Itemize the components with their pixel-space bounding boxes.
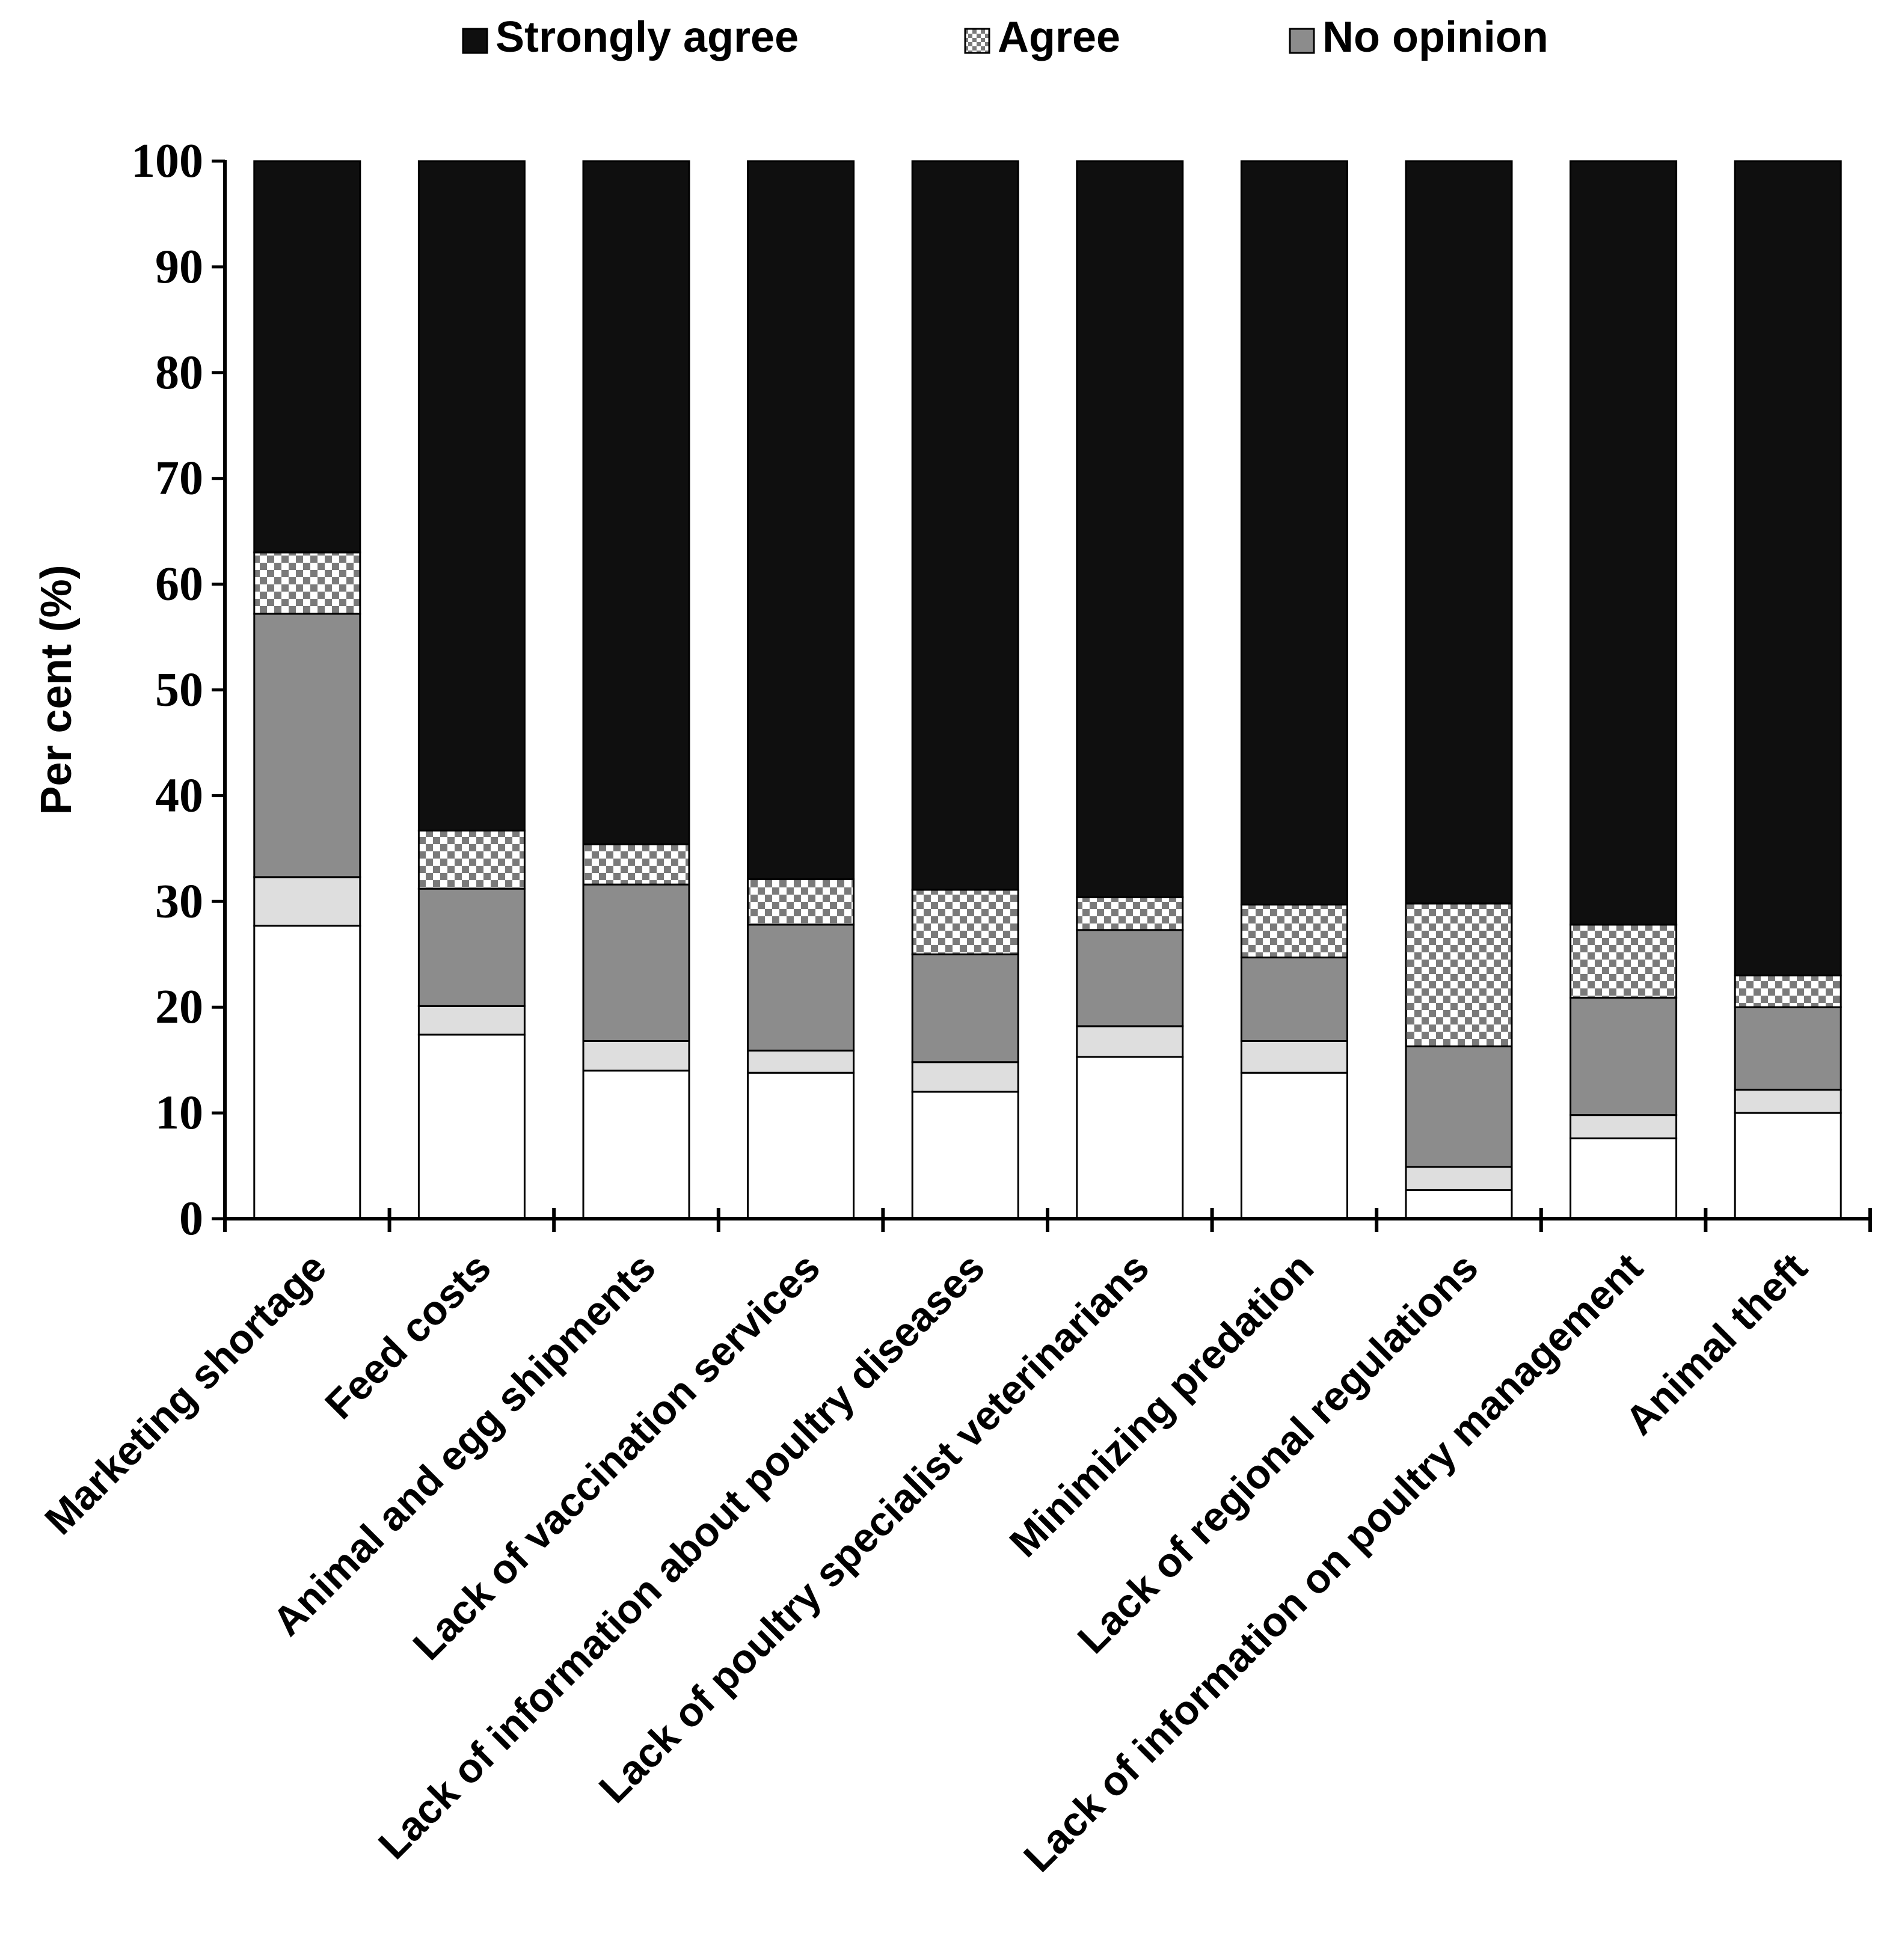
bar-lack-of-information-on-poultry-management bbox=[1570, 160, 1678, 1220]
y-tick-label: 90 bbox=[155, 240, 203, 293]
legend-swatch bbox=[1289, 28, 1315, 54]
bar-segment-disagree bbox=[253, 876, 361, 927]
y-tick-label: 70 bbox=[155, 452, 203, 505]
legend-label: Strongly agree bbox=[496, 13, 799, 61]
bar-segment-strongly-agree bbox=[1240, 160, 1348, 906]
bar-segment-agree bbox=[1240, 904, 1348, 959]
y-tick-label: 20 bbox=[155, 981, 203, 1034]
y-tick-label: 80 bbox=[155, 346, 203, 399]
bar-segment-strongly-agree bbox=[911, 160, 1019, 891]
legend-label: Agree bbox=[998, 13, 1120, 61]
y-tick-label: 0 bbox=[179, 1192, 203, 1245]
legend-item-no-opinion: No opinion bbox=[1289, 13, 1548, 61]
bar-segment-strongly-agree bbox=[1570, 160, 1678, 926]
bar-lack-of-poultry-specialist-veterinarians bbox=[1076, 160, 1184, 1220]
bar-lack-of-regional-regulations bbox=[1405, 160, 1513, 1220]
bar-segment-strongly-agree bbox=[253, 160, 361, 554]
x-tick-label-lack-of-information-on-poultry-management: Lack of information on poultry managemen… bbox=[1015, 1245, 1651, 1881]
legend-swatch bbox=[964, 28, 990, 54]
y-tick-label: 30 bbox=[155, 875, 203, 928]
bar-animal-theft bbox=[1734, 160, 1842, 1220]
bar-segment-strongly-agree bbox=[747, 160, 855, 880]
bar-segment-strongly-disagree bbox=[1240, 1071, 1348, 1220]
bar-segment-strongly-disagree bbox=[417, 1034, 526, 1220]
bar-segment-disagree bbox=[1570, 1114, 1678, 1139]
bar-marketing-shortage bbox=[253, 160, 361, 1220]
bar-segment-agree bbox=[1076, 896, 1184, 931]
bar-segment-strongly-agree bbox=[1734, 160, 1842, 976]
bar-segment-agree bbox=[1734, 974, 1842, 1008]
bar-minimizing-predation bbox=[1240, 160, 1348, 1220]
y-axis-label-group: Per cent (%) bbox=[32, 565, 81, 815]
y-tick-label: 40 bbox=[155, 769, 203, 822]
bar-segment-strongly-disagree bbox=[911, 1091, 1019, 1220]
bar-segment-agree bbox=[253, 551, 361, 615]
bar-segment-strongly-disagree bbox=[253, 925, 361, 1220]
bar-lack-of-vaccination-services bbox=[747, 160, 855, 1220]
y-tick-label: 10 bbox=[155, 1086, 203, 1139]
bar-segment-no-opinion bbox=[253, 613, 361, 878]
bar-segment-no-opinion bbox=[747, 923, 855, 1052]
bar-segment-strongly-disagree bbox=[1570, 1137, 1678, 1220]
bar-segment-strongly-agree bbox=[417, 160, 526, 831]
x-tick-label-marketing-shortage: Marketing shortage bbox=[36, 1245, 335, 1543]
bar-segment-agree bbox=[747, 878, 855, 926]
y-axis-label: Per cent (%) bbox=[32, 565, 81, 815]
bar-segment-no-opinion bbox=[1734, 1006, 1842, 1091]
x-tick-label-feed-costs: Feed costs bbox=[316, 1245, 500, 1428]
bar-segment-disagree bbox=[747, 1049, 855, 1074]
bar-segment-agree bbox=[582, 843, 690, 886]
legend-label: No opinion bbox=[1322, 13, 1548, 61]
bar-segment-disagree bbox=[911, 1061, 1019, 1093]
bar-segment-no-opinion bbox=[417, 887, 526, 1007]
y-tick-label: 50 bbox=[155, 664, 203, 717]
bar-segment-agree bbox=[1405, 902, 1513, 1047]
bar-animal-and-egg-shipments bbox=[582, 160, 690, 1220]
bar-segment-disagree bbox=[1076, 1025, 1184, 1058]
x-tick-label-minimizing-predation: Minimizing predation bbox=[1001, 1245, 1322, 1566]
x-tick-label-lack-of-poultry-specialist-veterinarians: Lack of poultry specialist veterinarians bbox=[591, 1245, 1158, 1812]
bar-segment-agree bbox=[1570, 923, 1678, 999]
legend: Strongly agree Agree No opinion bbox=[462, 13, 1548, 61]
bar-segment-disagree bbox=[1405, 1166, 1513, 1192]
bar-feed-costs bbox=[417, 160, 526, 1220]
bar-segment-strongly-disagree bbox=[582, 1070, 690, 1220]
bar-segment-no-opinion bbox=[1076, 929, 1184, 1027]
bar-segment-no-opinion bbox=[1405, 1045, 1513, 1168]
bar-segment-strongly-agree bbox=[582, 160, 690, 845]
legend-swatch bbox=[462, 28, 488, 54]
legend-item-strongly-agree: Strongly agree bbox=[462, 13, 799, 61]
bar-segment-no-opinion bbox=[1570, 996, 1678, 1116]
bar-segment-disagree bbox=[1734, 1088, 1842, 1114]
bar-segment-agree bbox=[417, 829, 526, 890]
bar-segment-agree bbox=[911, 889, 1019, 955]
bar-segment-strongly-disagree bbox=[1734, 1112, 1842, 1220]
bar-segment-strongly-agree bbox=[1405, 160, 1513, 905]
bar-segment-disagree bbox=[582, 1040, 690, 1072]
bar-segment-strongly-disagree bbox=[1405, 1189, 1513, 1220]
bar-lack-of-information-about-poultry-diseases bbox=[911, 160, 1019, 1220]
legend-item-agree: Agree bbox=[964, 13, 1120, 61]
bar-segment-strongly-disagree bbox=[747, 1071, 855, 1220]
bar-segment-strongly-agree bbox=[1076, 160, 1184, 898]
bar-segment-no-opinion bbox=[1240, 957, 1348, 1042]
bars-group bbox=[253, 160, 1842, 1220]
x-tick-label-lack-of-information-about-poultry-diseases: Lack of information about poultry diseas… bbox=[370, 1245, 993, 1868]
y-tick-label: 100 bbox=[131, 135, 203, 188]
bar-segment-disagree bbox=[417, 1005, 526, 1036]
y-tick-label: 60 bbox=[155, 558, 203, 611]
bar-segment-strongly-disagree bbox=[1076, 1056, 1184, 1220]
bar-segment-no-opinion bbox=[582, 883, 690, 1042]
bar-segment-disagree bbox=[1240, 1040, 1348, 1074]
bar-segment-no-opinion bbox=[911, 953, 1019, 1064]
